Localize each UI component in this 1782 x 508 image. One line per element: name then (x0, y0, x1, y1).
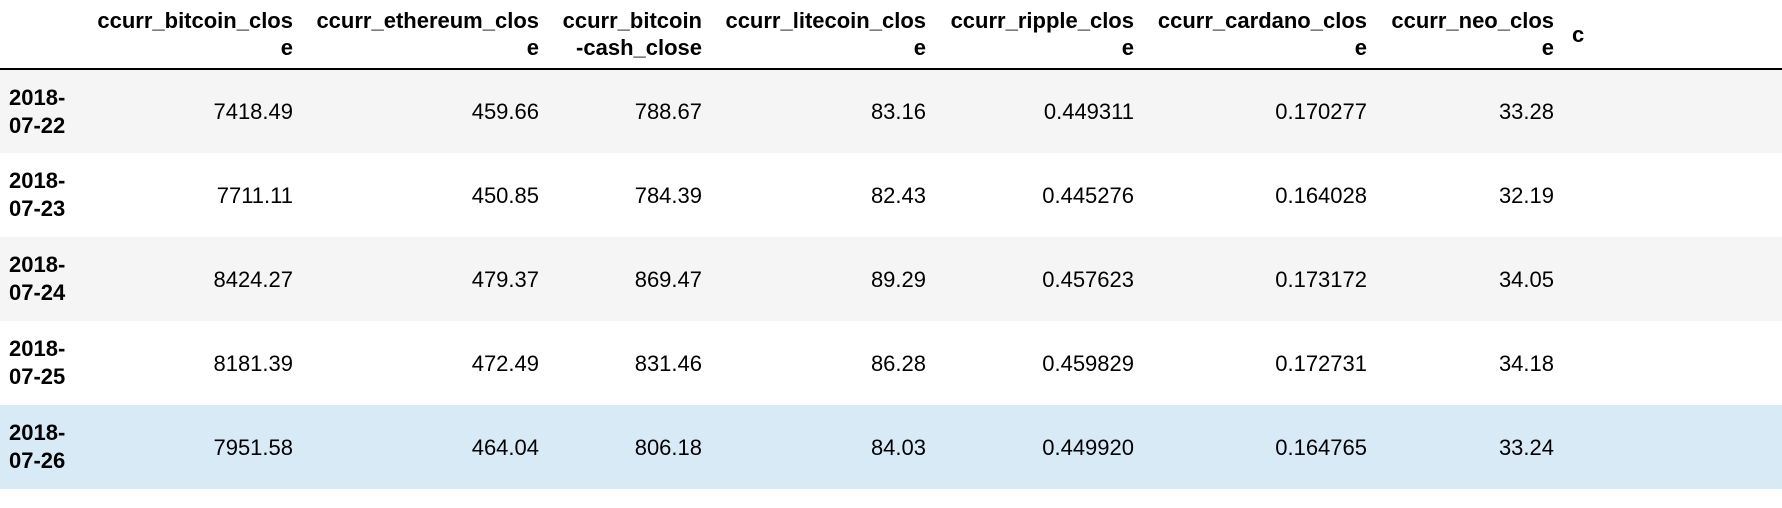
index-header (0, 0, 84, 70)
table-row-highlighted: 2018- 07-26 7951.58 464.04 806.18 84.03 0… (0, 405, 1782, 489)
cell-bitcoin-close: 8424.27 (213, 266, 293, 292)
cell-ripple-close: 0.449920 (1042, 434, 1134, 460)
date-line-1: 2018- (9, 252, 66, 277)
cell-bitcoin-cash-close: 869.47 (634, 266, 702, 292)
cell-ethereum-close: 479.37 (471, 266, 539, 292)
column-header-cardano-close: ccurr_cardano_close (1143, 0, 1376, 70)
cell-ripple-close: 0.457623 (1042, 266, 1134, 292)
row-index-date: 2018- 07-23 (0, 153, 84, 237)
cell-ethereum-close: 464.04 (471, 434, 539, 460)
cell-bitcoin-cash-close: 831.46 (634, 350, 702, 376)
date-line-2: 07-23 (9, 196, 66, 221)
date-line-2: 07-26 (9, 448, 66, 473)
column-header-neo-close: ccurr_neo_close (1376, 0, 1563, 70)
cell-ripple-close: 0.445276 (1042, 182, 1134, 208)
table-row: 2018- 07-24 8424.27 479.37 869.47 89.29 0… (0, 237, 1782, 321)
cell-ripple-close: 0.449311 (1043, 99, 1134, 124)
column-header-bitcoin-cash-close: ccurr_bitcoin-cash_close (548, 0, 711, 70)
cell-cardano-close: 0.170277 (1275, 99, 1367, 124)
row-index-date: 2018- 07-22 (0, 69, 84, 153)
date-line-1: 2018- (9, 84, 66, 110)
cell-bitcoin-close: 7418.49 (213, 99, 293, 124)
column-header-truncated: c (1563, 0, 1782, 70)
cell-bitcoin-cash-close: 806.18 (634, 434, 702, 460)
table-row: 2018- 07-23 7711.11 450.85 784.39 82.43 0… (0, 153, 1782, 237)
cell-neo-close: 33.28 (1498, 99, 1554, 124)
header-row: ccurr_bitcoin_close ccurr_ethereum_close… (0, 0, 1782, 70)
cell-ripple-close: 0.459829 (1042, 350, 1134, 376)
cell-neo-close: 34.18 (1498, 350, 1554, 376)
cell-litecoin-close: 84.03 (870, 434, 926, 460)
cell-neo-close: 33.24 (1498, 434, 1554, 460)
column-header-bitcoin-cash-close-text: ccurr_bitcoin-cash_close (562, 8, 702, 60)
cell-cardano-close: 0.172731 (1275, 350, 1367, 376)
date-line-1: 2018- (9, 420, 66, 445)
cell-litecoin-close: 86.28 (870, 350, 926, 376)
cell-neo-close: 34.05 (1498, 266, 1554, 292)
cell-neo-close: 32.19 (1498, 182, 1554, 208)
column-header-bitcoin-close: ccurr_bitcoin_close (84, 0, 302, 70)
cell-bitcoin-close: 7951.58 (213, 434, 293, 460)
cell-ethereum-close: 472.49 (471, 350, 539, 376)
date-line-1: 2018- (9, 168, 66, 193)
cell-litecoin-close: 83.16 (870, 99, 926, 124)
date-line-2: 07-22 (9, 112, 66, 138)
date-line-1: 2018- (9, 336, 66, 361)
date-line-2: 07-24 (9, 280, 66, 305)
table-row: 2018- 07-22 7418.49 459.66 788.67 83.16 0… (0, 69, 1782, 153)
table-body: 2018- 07-22 7418.49 459.66 788.67 83.16 0… (0, 69, 1782, 489)
cell-truncated (1563, 153, 1782, 237)
cell-bitcoin-close: 8181.39 (213, 350, 293, 376)
cell-cardano-close: 0.164028 (1275, 182, 1367, 208)
cell-truncated (1563, 69, 1782, 153)
cell-litecoin-close: 89.29 (870, 266, 926, 292)
table-header: ccurr_bitcoin_close ccurr_ethereum_close… (0, 0, 1782, 70)
cell-cardano-close: 0.164765 (1275, 434, 1367, 460)
cell-ethereum-close: 459.66 (471, 99, 539, 124)
column-header-ethereum-close: ccurr_ethereum_close (302, 0, 548, 70)
cell-truncated (1563, 237, 1782, 321)
row-index-date: 2018- 07-24 (0, 237, 84, 321)
cell-bitcoin-close: 7711.11 (216, 182, 293, 208)
row-index-date: 2018- 07-26 (0, 405, 84, 489)
cell-cardano-close: 0.173172 (1275, 266, 1367, 292)
dataframe-table: ccurr_bitcoin_close ccurr_ethereum_close… (0, 0, 1782, 489)
cell-truncated (1563, 405, 1782, 489)
date-line-2: 07-25 (9, 364, 66, 389)
cell-truncated (1563, 321, 1782, 405)
cell-bitcoin-cash-close: 788.67 (634, 99, 702, 124)
table-row: 2018- 07-25 8181.39 472.49 831.46 86.28 0… (0, 321, 1782, 405)
cell-bitcoin-cash-close: 784.39 (634, 182, 702, 208)
cell-litecoin-close: 82.43 (870, 182, 926, 208)
column-header-ripple-close: ccurr_ripple_close (935, 0, 1143, 70)
row-index-date: 2018- 07-25 (0, 321, 84, 405)
column-header-litecoin-close: ccurr_litecoin_close (711, 0, 935, 70)
cell-ethereum-close: 450.85 (471, 182, 539, 208)
